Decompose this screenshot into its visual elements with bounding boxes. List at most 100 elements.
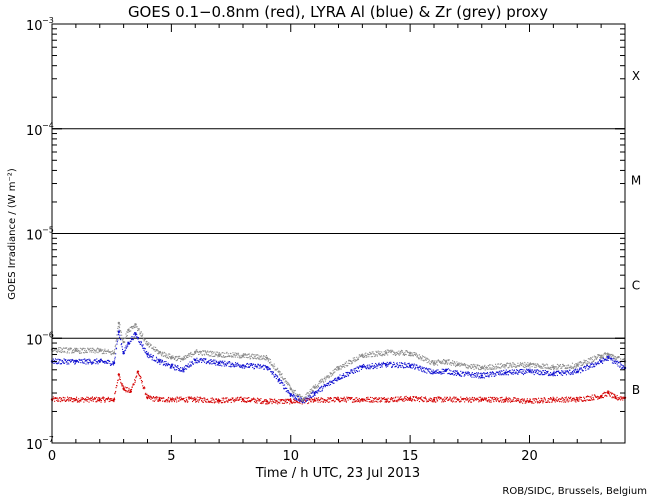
trace-dot xyxy=(297,399,299,401)
trace-dot xyxy=(420,357,422,359)
trace-dot xyxy=(357,400,360,402)
trace-dot xyxy=(562,399,564,402)
trace-dot xyxy=(182,371,184,373)
trace-dot xyxy=(119,379,121,381)
trace-dot xyxy=(585,362,587,364)
trace-dot xyxy=(404,352,406,354)
trace-dot xyxy=(62,351,64,353)
trace-dot xyxy=(571,397,574,400)
trace-dot xyxy=(116,343,118,345)
trace-dot xyxy=(592,363,594,365)
trace-dot xyxy=(354,368,356,370)
trace-dot xyxy=(237,356,239,358)
trace-dot xyxy=(271,363,273,366)
trace-dot xyxy=(406,366,408,368)
trace-dot xyxy=(380,365,382,367)
trace-dot xyxy=(471,376,473,378)
trace-dot xyxy=(623,358,625,360)
trace-dot xyxy=(186,356,188,358)
trace-dot xyxy=(440,361,442,363)
trace-dot xyxy=(164,361,166,363)
trace-dot xyxy=(384,398,386,401)
trace-dot xyxy=(532,398,534,400)
trace-dot xyxy=(547,374,549,377)
trace-dot xyxy=(509,397,511,399)
trace-dot xyxy=(485,366,488,368)
trace-dot xyxy=(262,364,265,366)
trace-dot xyxy=(343,374,345,376)
trace-dot xyxy=(488,365,490,367)
trace-dot xyxy=(56,348,58,350)
trace-dot xyxy=(516,369,518,371)
trace-dot xyxy=(444,369,446,371)
trace-dot xyxy=(575,366,577,368)
trace-dot xyxy=(358,397,360,400)
trace-dot xyxy=(203,360,205,362)
trace-dot xyxy=(553,370,555,372)
trace-dot xyxy=(451,373,453,375)
trace-dot xyxy=(177,356,179,358)
trace-dot xyxy=(503,369,505,371)
trace-dot xyxy=(238,355,240,357)
trace-dot xyxy=(178,400,180,402)
trace-dot xyxy=(67,362,69,364)
trace-dot xyxy=(258,400,260,402)
trace-dot xyxy=(410,355,412,357)
trace-dot xyxy=(484,398,486,400)
trace-dot xyxy=(348,362,350,365)
trace-dot xyxy=(593,363,595,365)
trace-dot xyxy=(143,349,145,351)
trace-dot xyxy=(216,399,218,401)
trace-dot xyxy=(297,395,299,397)
trace-dot xyxy=(267,368,269,371)
trace-dot xyxy=(387,351,390,353)
trace-dot xyxy=(416,364,418,366)
trace-dot xyxy=(253,363,255,365)
trace-dot xyxy=(543,374,545,376)
trace-dot xyxy=(405,364,407,366)
trace-dot xyxy=(589,362,591,364)
trace-dot xyxy=(77,400,79,403)
trace-dot xyxy=(496,367,498,369)
trace-dot xyxy=(252,358,254,360)
trace-dot xyxy=(233,353,235,355)
trace-dot xyxy=(254,398,256,400)
trace-dot xyxy=(405,398,407,400)
trace-dot xyxy=(257,357,259,359)
trace-dot xyxy=(59,359,61,361)
trace-dot xyxy=(353,399,355,401)
trace-dot xyxy=(441,360,443,362)
trace-dot xyxy=(73,350,75,352)
trace-dot xyxy=(467,398,469,400)
trace-dot xyxy=(401,398,403,400)
trace-dot xyxy=(428,361,430,363)
trace-dot xyxy=(570,365,572,367)
trace-dot xyxy=(312,390,314,392)
trace-dot xyxy=(400,351,402,353)
trace-dot xyxy=(429,371,431,373)
trace-dot xyxy=(497,363,499,365)
trace-dot xyxy=(578,363,580,365)
trace-dot xyxy=(102,397,104,399)
trace-dot xyxy=(409,396,412,398)
trace-dot xyxy=(248,356,250,359)
trace-dot xyxy=(179,357,181,360)
trace-dot xyxy=(506,374,508,376)
trace-dot xyxy=(452,360,454,362)
trace-dot xyxy=(618,397,620,399)
trace-dot xyxy=(68,347,70,350)
trace-dot xyxy=(611,392,613,394)
trace-dot xyxy=(91,363,93,365)
trace-dot xyxy=(184,358,186,360)
trace-dot xyxy=(602,355,604,357)
trace-dot xyxy=(420,369,422,371)
trace-dot xyxy=(296,395,298,397)
trace-dot xyxy=(418,401,421,403)
trace-dot xyxy=(503,398,505,401)
trace-dot xyxy=(225,364,228,366)
trace-dot xyxy=(583,361,586,363)
trace-dot xyxy=(118,325,120,327)
trace-dot xyxy=(523,369,525,371)
trace-dot xyxy=(98,348,100,350)
trace-dot xyxy=(92,361,94,363)
